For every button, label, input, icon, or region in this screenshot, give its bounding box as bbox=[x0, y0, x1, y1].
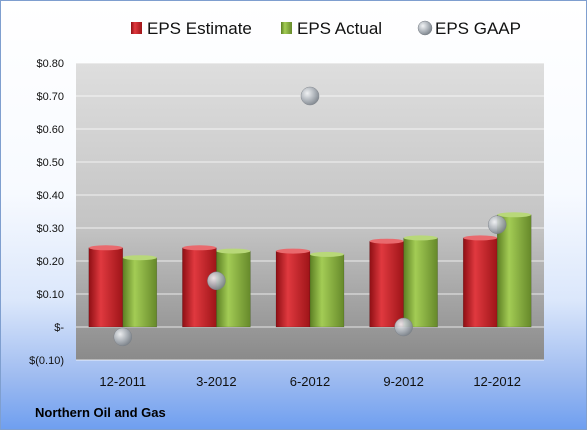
bar-body bbox=[369, 240, 404, 328]
bar-cap bbox=[369, 238, 404, 244]
eps-actual-bar bbox=[309, 251, 345, 328]
eps-estimate-bar bbox=[275, 248, 311, 328]
bar-body bbox=[88, 247, 124, 328]
y-tick-label: $- bbox=[54, 322, 64, 334]
eps-estimate-bar bbox=[88, 245, 124, 328]
bar-body bbox=[275, 250, 311, 328]
x-tick-label: 12-2012 bbox=[473, 374, 521, 389]
bar-cap bbox=[182, 245, 217, 251]
y-tick-label: $0.10 bbox=[36, 289, 64, 301]
eps-actual-bar bbox=[403, 235, 438, 328]
eps-estimate-bar bbox=[462, 235, 498, 328]
x-tick-label: 9-2012 bbox=[383, 374, 423, 389]
bar-body bbox=[309, 254, 345, 328]
y-tick-label: $0.70 bbox=[36, 91, 64, 103]
company-name: Northern Oil and Gas bbox=[35, 405, 166, 420]
y-tick-label: $0.80 bbox=[36, 58, 64, 70]
y-tick-label: $0.20 bbox=[36, 256, 64, 268]
bar-body bbox=[462, 237, 498, 328]
eps-gaap-point bbox=[487, 215, 507, 234]
eps-actual-bar bbox=[216, 248, 251, 328]
eps-gaap-point bbox=[394, 317, 413, 337]
bar-cap bbox=[216, 248, 251, 254]
legend-item: EPS GAAP bbox=[417, 19, 521, 38]
legend-item: EPS Actual bbox=[281, 19, 382, 38]
eps-gaap-point bbox=[113, 327, 133, 347]
legend-label: EPS Actual bbox=[297, 19, 382, 38]
bar-cap bbox=[497, 212, 532, 218]
eps-actual-bar bbox=[496, 212, 532, 328]
legend-label: EPS GAAP bbox=[435, 19, 521, 38]
y-tick-label: $0.60 bbox=[36, 124, 64, 136]
bar-body bbox=[403, 237, 438, 328]
legend-swatch bbox=[131, 22, 142, 34]
bar-cap bbox=[403, 235, 438, 241]
x-tick-label: 3-2012 bbox=[196, 374, 236, 389]
eps-actual-bar bbox=[122, 255, 158, 328]
eps-gaap-point bbox=[300, 86, 320, 106]
x-tick-label: 12-2011 bbox=[99, 374, 146, 389]
x-tick-label: 6-2012 bbox=[290, 374, 330, 389]
bar-body bbox=[216, 250, 251, 328]
bar-cap bbox=[463, 235, 498, 241]
bar-cap bbox=[276, 248, 310, 254]
eps-gaap-point bbox=[207, 271, 226, 291]
legend-label: EPS Estimate bbox=[147, 19, 252, 38]
eps-estimate-bar bbox=[369, 238, 404, 328]
bar-cap bbox=[122, 255, 157, 261]
bar-body bbox=[122, 257, 158, 328]
y-tick-label: $0.50 bbox=[36, 157, 64, 169]
y-tick-label: $(0.10) bbox=[29, 355, 64, 367]
bar-cap bbox=[310, 251, 344, 257]
legend-item: EPS Estimate bbox=[131, 19, 252, 38]
bar-cap bbox=[88, 245, 123, 251]
y-tick-label: $0.30 bbox=[36, 223, 64, 235]
legend-marker bbox=[417, 20, 433, 36]
legend-swatch bbox=[281, 22, 292, 34]
y-tick-label: $0.40 bbox=[36, 190, 64, 202]
